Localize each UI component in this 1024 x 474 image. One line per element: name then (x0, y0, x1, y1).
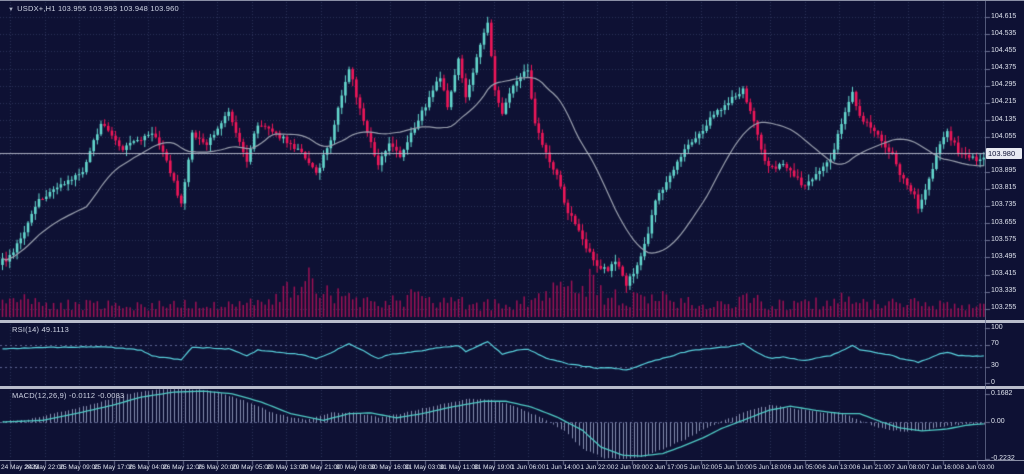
macd-scale-label: 0.00 (991, 417, 1005, 425)
price-scale-label: 103.495 (991, 252, 1017, 260)
symbol-dropdown-icon[interactable]: ▼ (8, 7, 15, 13)
time-axis-label: 5 Jun 18:00 (753, 464, 788, 471)
time-axis-label: 31 May 03:00 (404, 464, 445, 471)
time-axis-label: 25 May 09:00 (59, 464, 99, 471)
price-scale-label: 104.215 (991, 98, 1017, 106)
macd-panel[interactable] (0, 389, 985, 459)
macd-values: -0.0112 -0.0083 (69, 391, 125, 400)
current-price-badge: 103.980 (986, 147, 1022, 159)
time-axis-label: 7 Jun 08:00 (891, 464, 926, 471)
price-scale-label: 103.655 (991, 218, 1017, 226)
price-scale-label: 104.295 (991, 81, 1017, 89)
macd-name: MACD(12,26,9) (12, 391, 67, 400)
time-axis-label: 29 May 05:00 (232, 464, 272, 471)
macd-scale-label: -0.2232 (991, 454, 1015, 462)
rsi-indicator-label: RSI(14) 49.1113 (12, 325, 69, 334)
symbol-title: USDX+,H1 (17, 4, 56, 13)
price-scale-label: 104.135 (991, 115, 1017, 123)
price-scale-label: 103.575 (991, 235, 1017, 243)
time-axis-label: 29 May 21:00 (301, 464, 341, 471)
price-scale-label: 103.895 (991, 167, 1017, 175)
rsi-panel[interactable] (0, 323, 985, 385)
panel-splitter-rsi[interactable] (0, 320, 1024, 323)
time-axis-label: 31 May 19:00 (473, 464, 514, 471)
time-axis-label: 29 May 13:00 (266, 464, 307, 471)
time-axis-label: 26 May 04:00 (128, 464, 168, 471)
rsi-name: RSI(14) (12, 325, 40, 334)
time-axis-label: 6 Jun 21:00 (856, 464, 891, 471)
ohlc-values: 103.955 103.993 103.948 103.960 (57, 4, 179, 13)
rsi-scale-label: 0 (991, 378, 995, 386)
price-scale-label: 103.335 (991, 287, 1017, 295)
price-scale-label: 103.815 (991, 184, 1017, 192)
time-axis-label: 5 Jun 02:00 (684, 464, 718, 471)
price-scale-label: 104.615 (991, 12, 1017, 20)
time-axis-label: 30 May 08:00 (335, 464, 376, 471)
macd-indicator-label: MACD(12,26,9) -0.0112 -0.0083 (12, 391, 124, 400)
rsi-scale-label: 100 (991, 323, 1003, 331)
time-axis-label: 2 Jun 09:00 (614, 464, 649, 471)
time-axis-label: 6 Jun 05:00 (787, 464, 822, 471)
time-axis-label: 1 Jun 06:00 (511, 464, 546, 471)
rsi-scale-label: 70 (991, 340, 999, 347)
main-price-panel[interactable] (0, 1, 985, 319)
time-axis-border (0, 460, 1024, 461)
price-scale-label: 103.415 (991, 270, 1017, 278)
price-scale-label: 104.535 (991, 29, 1017, 37)
time-axis-label: 5 Jun 10:00 (718, 464, 753, 471)
symbol-ohlc-label: ▼ USDX+,H1 103.955 103.993 103.948 103.96… (8, 4, 179, 13)
rsi-value: 49.1113 (41, 325, 69, 334)
time-axis-label: 31 May 11:00 (439, 464, 479, 471)
time-axis-label: 30 May 16:00 (370, 464, 410, 471)
time-axis-label: 1 Jun 14:00 (545, 464, 580, 471)
time-axis-label: 2 Jun 17:00 (649, 464, 684, 471)
price-scale-divider (985, 1, 986, 460)
price-scale-label: 104.455 (991, 46, 1017, 54)
time-axis-label: 24 May 22:00 (24, 464, 65, 471)
price-scale-label: 104.055 (991, 132, 1017, 140)
time-axis-label: 24 May 2023 (1, 464, 39, 471)
macd-scale-label: 0.1682 (991, 389, 1013, 397)
time-axis-label: 25 May 17:00 (93, 464, 134, 471)
time-axis-label: 1 Jun 22:00 (580, 464, 615, 471)
time-axis-label: 26 May 20:00 (197, 464, 237, 471)
time-axis-label: 7 Jun 16:00 (925, 464, 960, 471)
rsi-scale-label: 30 (991, 362, 999, 369)
panel-splitter-macd[interactable] (0, 386, 1024, 389)
time-axis-label: 26 May 12:00 (163, 464, 203, 471)
price-scale-label: 103.735 (991, 201, 1017, 209)
time-axis-label: 8 Jun 03:00 (960, 464, 995, 471)
price-scale-label: 103.255 (991, 304, 1017, 312)
time-axis-label: 6 Jun 13:00 (822, 464, 857, 471)
price-scale-label: 104.375 (991, 64, 1017, 72)
